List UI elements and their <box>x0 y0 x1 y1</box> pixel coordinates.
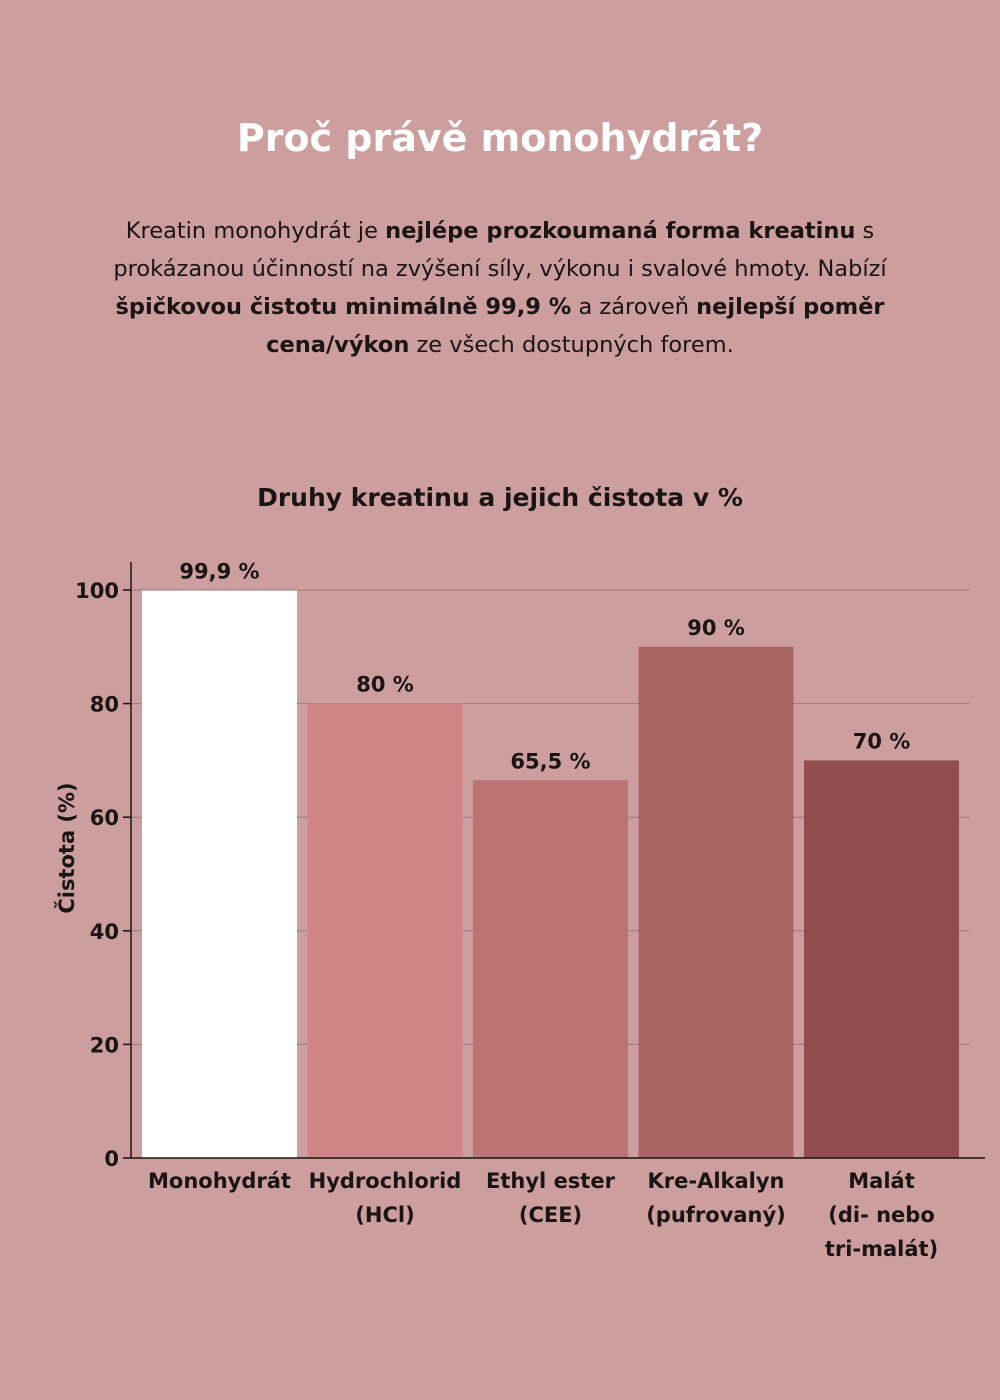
intro-text: a zároveň <box>571 294 697 320</box>
y-tick-label: 0 <box>104 1147 119 1171</box>
x-tick-label: Kre-Alkalyn <box>647 1169 784 1193</box>
y-tick-label: 20 <box>90 1033 119 1057</box>
intro-bold-text: nejlépe prozkoumaná forma kreatinu <box>385 218 856 244</box>
intro-text: ze všech dostupných forem. <box>409 332 734 358</box>
intro-text: s prokázanou účinností na zvýšení síly, … <box>113 218 887 282</box>
data-label: 70 % <box>853 729 911 753</box>
x-tick-label: (di- nebo <box>828 1203 935 1227</box>
intro-paragraph: Kreatin monohydrát je nejlépe prozkouman… <box>80 212 920 364</box>
intro-bold-text: nejlepší poměr cena/výkon <box>266 294 885 358</box>
x-tick-label: Malát <box>848 1169 914 1193</box>
bar <box>142 590 297 1158</box>
page-title: Proč právě monohydrát? <box>236 116 764 160</box>
y-tick-label: 100 <box>75 579 119 603</box>
x-tick-label: (CEE) <box>519 1203 582 1227</box>
x-tick-label: Ethyl ester <box>486 1169 616 1193</box>
y-tick-label: 60 <box>90 806 119 830</box>
data-label: 65,5 % <box>510 749 590 773</box>
data-label: 99,9 % <box>179 560 259 584</box>
y-axis-label: Čistota (%) <box>54 782 79 913</box>
bar <box>804 760 959 1158</box>
bar <box>473 780 628 1158</box>
intro-bold-text: špičkovou čistotu minimálně 99,9 % <box>115 294 572 320</box>
chart-title: Druhy kreatinu a jejich čistota v % <box>257 483 743 512</box>
bar <box>638 646 794 1158</box>
x-tick-label: Hydrochlorid <box>309 1169 462 1193</box>
x-tick-label: tri-malát) <box>825 1237 938 1261</box>
intro-text: Kreatin monohydrát je <box>125 218 386 244</box>
bar <box>307 703 463 1158</box>
y-tick-label: 40 <box>90 920 119 944</box>
y-tick-label: 80 <box>90 693 119 717</box>
x-tick-label: (HCl) <box>355 1203 414 1227</box>
data-label: 90 % <box>687 616 745 640</box>
data-label: 80 % <box>356 673 414 697</box>
x-tick-label: Monohydrát <box>148 1169 291 1193</box>
x-tick-label: (pufrovaný) <box>646 1203 786 1227</box>
